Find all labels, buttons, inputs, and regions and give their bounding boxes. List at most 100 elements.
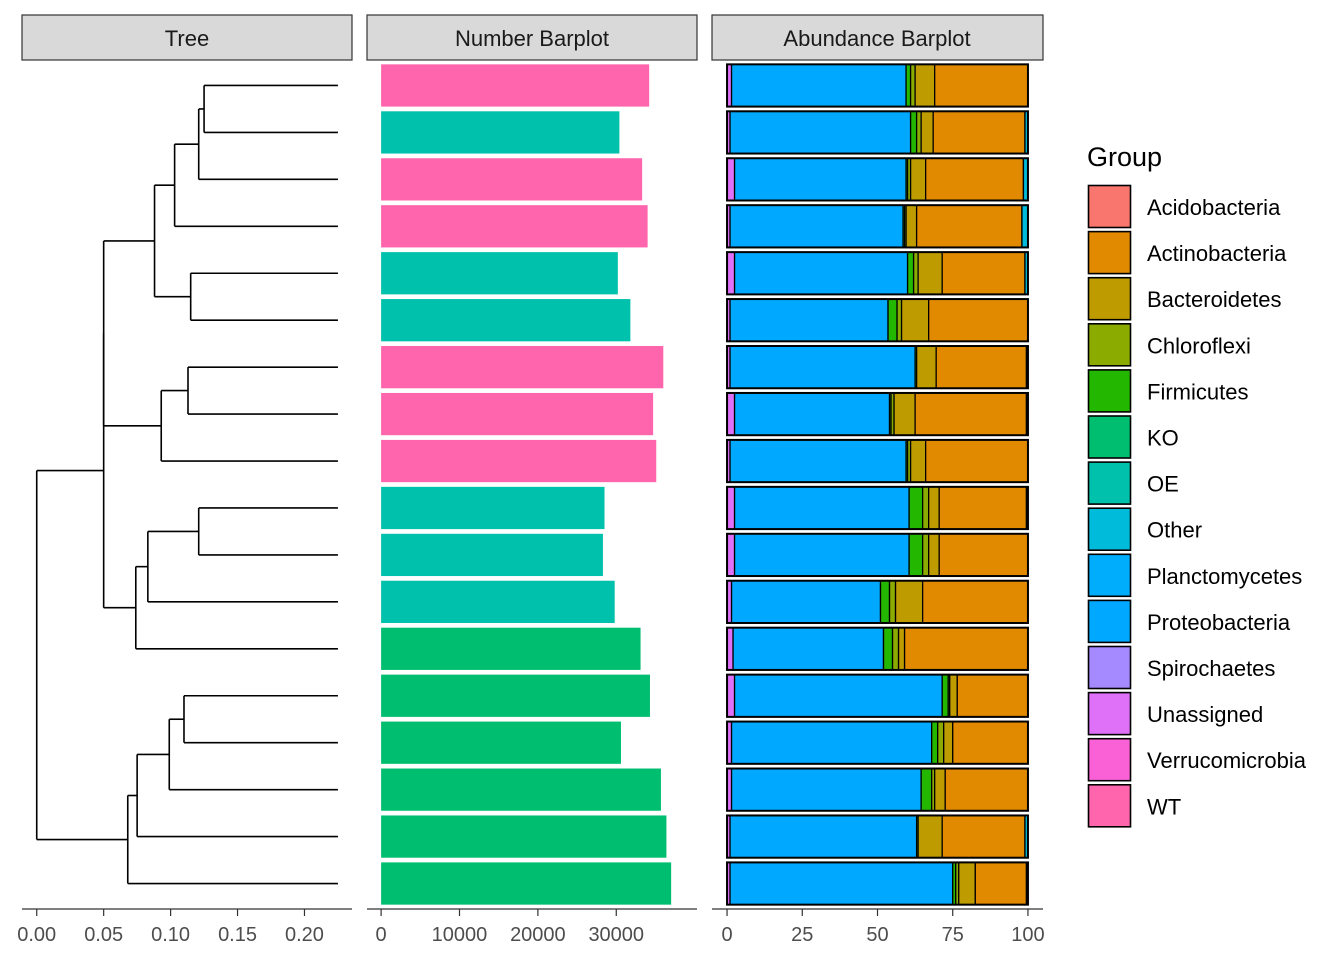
abundance-segment <box>879 580 891 624</box>
abundance-bar-outline <box>726 345 1029 390</box>
number-bar <box>381 580 615 623</box>
abundance-bar-outline <box>726 626 1029 671</box>
number-bar <box>381 627 641 670</box>
abundance-segment <box>729 204 904 249</box>
x-tick-label: 10000 <box>432 924 488 946</box>
abundance-segment <box>726 392 736 436</box>
number-bar <box>381 205 648 248</box>
number-bar <box>381 862 672 905</box>
abundance-segment <box>897 627 906 671</box>
abundance-segment <box>733 251 909 296</box>
abundance-segment <box>949 673 958 718</box>
abundance-segment <box>921 486 930 530</box>
abundance-segment <box>726 251 736 296</box>
abundance-segment <box>730 767 922 812</box>
abundance-segment <box>920 767 933 812</box>
abundance-bar-outline <box>726 814 1029 859</box>
abundance-segment <box>726 533 736 577</box>
abundance-segment <box>912 251 919 296</box>
abundance-bar-outline <box>726 391 1029 437</box>
legend-label: Actinobacteria <box>1147 241 1287 266</box>
x-tick-label: 0.00 <box>17 924 56 946</box>
strip-title-tree: Tree <box>165 26 209 51</box>
abundance-segment <box>729 439 907 483</box>
abundance-segment <box>905 63 912 108</box>
abundance-segment <box>944 767 1029 812</box>
legend-swatch <box>1087 322 1132 367</box>
abundance-segment <box>732 627 885 671</box>
abundance-bar-outline <box>726 485 1029 531</box>
abundance-segment <box>974 861 1028 906</box>
abundance-segment <box>958 861 976 906</box>
abundance-segment <box>909 63 916 108</box>
abundance-segment <box>928 298 1029 342</box>
abundance-segment <box>896 298 903 342</box>
x-tick-label: 75 <box>942 924 964 946</box>
abundance-segment <box>903 627 1029 671</box>
number-bar <box>381 252 618 295</box>
abundance-segment <box>733 673 943 718</box>
abundance-segment <box>729 814 918 859</box>
abundance-segment <box>934 63 1029 108</box>
x-tick-label: 25 <box>791 924 813 946</box>
legend-swatch <box>1087 599 1132 644</box>
number-bar <box>381 158 643 201</box>
abundance-bar-outline <box>726 251 1029 296</box>
abundance-segment <box>938 533 1029 577</box>
legend-label: Chloroflexi <box>1147 333 1251 358</box>
abundance-segment <box>952 720 1029 765</box>
legend-swatch <box>1087 507 1132 552</box>
abundance-segment <box>935 345 1028 389</box>
x-tick-label: 100 <box>1011 924 1044 946</box>
number-bar <box>381 439 657 483</box>
abundance-segment <box>730 63 907 108</box>
number-bar <box>381 64 650 107</box>
strip-title-abundance: Abundance Barplot <box>783 26 970 51</box>
abundance-segment <box>909 157 927 202</box>
abundance-segment <box>908 486 924 530</box>
x-tick-label: 0.05 <box>84 924 123 946</box>
strip-number: Number Barplot <box>366 14 698 61</box>
legend-title: Group <box>1087 142 1162 172</box>
abundance-segment <box>956 673 1029 718</box>
abundance-segment <box>730 580 882 624</box>
number-bar <box>381 533 603 577</box>
legend-label: WT <box>1147 794 1181 819</box>
strip-tree: Tree <box>21 14 353 61</box>
legend-swatch <box>1087 184 1132 229</box>
legend-swatch <box>1087 230 1132 275</box>
x-tick-label: 20000 <box>510 924 566 946</box>
abundance-panel <box>726 63 1029 906</box>
abundance-segment <box>938 486 1028 530</box>
abundance-segment <box>937 720 945 765</box>
legend-label: KO <box>1147 426 1179 451</box>
legend-label: Bacteroidetes <box>1147 287 1282 312</box>
legend-label: Spirochaetes <box>1147 656 1275 681</box>
abundance-bar-outline <box>726 720 1029 765</box>
abundance-segment <box>888 580 897 624</box>
x-tick-label: 0.10 <box>151 924 190 946</box>
abundance-segment <box>733 486 910 530</box>
strip-abundance: Abundance Barplot <box>711 14 1044 61</box>
abundance-bar-outline <box>726 157 1029 202</box>
legend-label: Planctomycetes <box>1147 564 1302 589</box>
strip-title-number: Number Barplot <box>455 26 609 51</box>
abundance-segment <box>934 767 946 812</box>
abundance-segment <box>730 720 933 765</box>
legend-swatch <box>1087 691 1132 736</box>
legend-label: Verrucomicrobia <box>1147 748 1307 773</box>
legend-swatch <box>1087 553 1132 598</box>
abundance-segment <box>928 533 940 577</box>
abundance-segment <box>931 720 939 765</box>
abundance-segment <box>882 627 894 671</box>
abundance-segment <box>921 580 1029 624</box>
number-bar <box>381 721 621 764</box>
abundance-segment <box>733 157 907 202</box>
number-bar <box>381 815 667 858</box>
abundance-segment <box>729 298 889 342</box>
abundance-bar-outline <box>726 63 1029 108</box>
abundance-segment <box>915 345 937 389</box>
x-axis-number: 0 10000 20000 30000 <box>367 908 697 946</box>
legend-label: OE <box>1147 472 1179 497</box>
abundance-segment <box>908 533 924 577</box>
